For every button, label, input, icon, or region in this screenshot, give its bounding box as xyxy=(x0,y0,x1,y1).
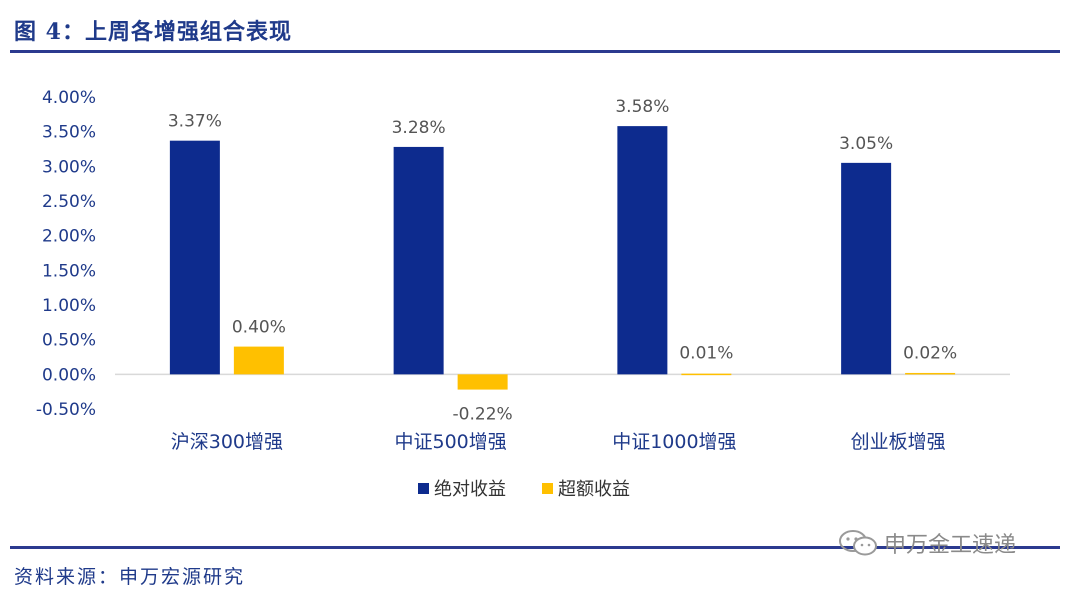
y-tick-label: 3.00% xyxy=(42,157,96,177)
y-tick-label: 2.00% xyxy=(42,227,96,247)
bar-chart: 4.00% 3.50% 3.00% 2.50% 2.00% 1.50% 1.00% 0.50%… xyxy=(36,88,1010,500)
legend-swatch-excess xyxy=(542,483,553,494)
category-labels: 沪深300增强 中证500增强 中证1000增强 创业板增强 xyxy=(171,431,946,453)
data-label: 3.05% xyxy=(839,134,893,154)
wechat-icon xyxy=(839,530,877,556)
bar-excess-return xyxy=(681,373,732,376)
y-tick-label: 1.00% xyxy=(42,296,96,316)
y-axis-ticks: 4.00% 3.50% 3.00% 2.50% 2.00% 1.50% 1.00% 0.50%… xyxy=(36,88,96,420)
top-rule xyxy=(10,50,1060,53)
y-tick-label: -0.50% xyxy=(36,400,96,420)
legend-label-excess: 超额收益 xyxy=(558,479,630,500)
source-note: 资料来源：申万宏源研究 xyxy=(14,566,246,588)
y-tick-label: 1.50% xyxy=(42,261,96,281)
category-label: 中证1000增强 xyxy=(612,431,736,453)
y-tick-label: 0.00% xyxy=(42,365,96,385)
data-label: -0.22% xyxy=(453,405,513,425)
category-label: 创业板增强 xyxy=(851,431,946,453)
bar-absolute-return xyxy=(841,162,892,375)
bottom-rule xyxy=(10,546,1060,549)
bar-excess-return xyxy=(233,346,284,375)
y-tick-label: 2.50% xyxy=(42,192,96,212)
bar-absolute-return xyxy=(393,146,444,375)
bar-excess-return xyxy=(457,374,508,390)
legend-label-absolute: 绝对收益 xyxy=(434,479,506,500)
category-label: 中证500增强 xyxy=(394,431,506,453)
category-label: 沪深300增强 xyxy=(171,431,283,453)
data-label: 3.28% xyxy=(392,118,446,138)
legend: 绝对收益 超额收益 xyxy=(418,479,630,500)
y-tick-label: 0.50% xyxy=(42,331,96,351)
bar-absolute-return xyxy=(617,126,668,375)
watermark: 申万金工速递 xyxy=(838,527,1016,559)
data-label: 0.01% xyxy=(679,343,733,363)
data-label: 0.40% xyxy=(232,318,286,338)
data-label: 0.02% xyxy=(903,343,957,363)
data-label: 3.37% xyxy=(168,112,222,132)
data-labels: 3.37% 0.40% 3.28% -0.22% 3.58% 0.01% 3.05% 0.02… xyxy=(168,97,957,424)
bar-excess-return xyxy=(905,372,956,375)
bars xyxy=(169,126,956,390)
bar-absolute-return xyxy=(169,140,220,375)
watermark-text: 申万金工速递 xyxy=(884,533,1017,558)
data-label: 3.58% xyxy=(615,97,669,117)
y-tick-label: 4.00% xyxy=(42,88,96,108)
y-tick-label: 3.50% xyxy=(42,123,96,143)
figure-title: 图 4：上周各增强组合表现 xyxy=(14,19,292,45)
legend-swatch-absolute xyxy=(418,483,429,494)
